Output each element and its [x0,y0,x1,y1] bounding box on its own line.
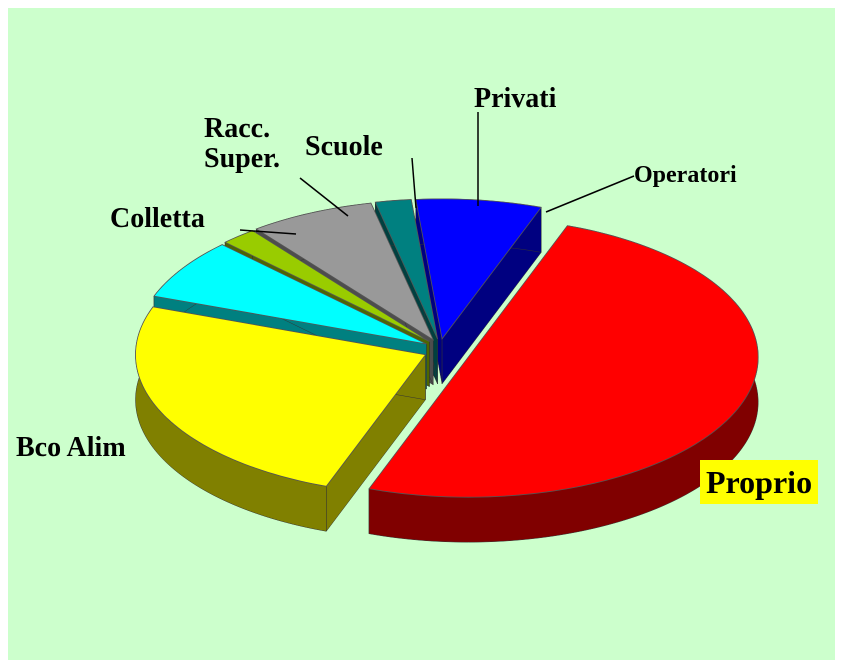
leader-line [239,229,297,235]
slice-top [153,244,427,345]
chart-area: Proprio Bco Alim Colletta Racc. Super. Scuol… [8,8,835,660]
slice-top [255,202,435,341]
slice [135,306,427,533]
leader-line [411,157,417,209]
chart [135,112,759,543]
slice-label: Proprio [700,460,819,504]
slice-label: Colletta [110,203,205,234]
slice-top [415,198,542,340]
slice-top [374,199,438,340]
leader-line [299,177,349,217]
slice [368,224,759,543]
slice-label: Operatori [634,162,737,188]
slice-top [135,306,427,487]
leader-line [545,175,635,213]
slice-label: Privati [474,83,557,114]
slice-top [368,225,759,498]
slice-label: Racc. Super. [204,113,281,174]
slice-label: Bco Alim [16,432,126,463]
slice-label: Scuole [305,131,383,162]
slice [415,198,542,385]
